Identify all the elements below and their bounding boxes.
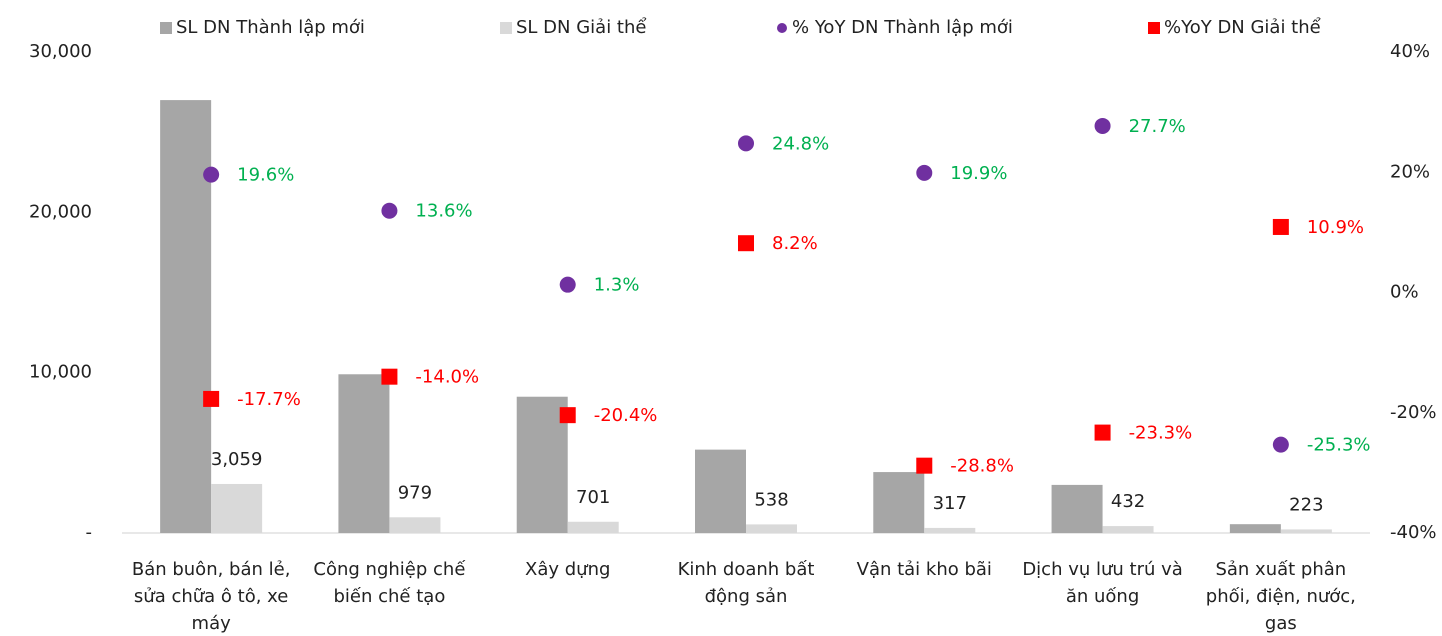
point [916, 164, 933, 181]
data-label: 701 [576, 487, 610, 508]
legend-swatch [1148, 22, 1160, 34]
bar [1051, 484, 1103, 533]
legend-label: SL DN Giải thể [516, 17, 646, 38]
y2-tick-label: -20% [1390, 402, 1437, 423]
y-tick-label: 20,000 [29, 201, 92, 222]
data-label: 10.9% [1307, 217, 1364, 238]
y2-tick-label: 0% [1390, 282, 1419, 303]
point [381, 202, 398, 219]
x-tick-label: Bán buôn, bán lẻ, sửa chữa ô tô, xe máy [131, 559, 291, 634]
point [203, 390, 220, 407]
data-label: -28.8% [950, 456, 1014, 477]
data-label: 3,059 [211, 449, 263, 470]
data-label: -14.0% [415, 367, 479, 388]
x-tick-label: Xây dựng [525, 559, 611, 580]
x-tick-label: Sản xuất phân phối, điện, nước, gas [1205, 559, 1356, 634]
legend-swatch [160, 22, 172, 34]
x-tick-label: Công nghiệp chế biến chế tạo [313, 559, 466, 607]
data-label: 538 [754, 489, 788, 510]
legend-label: SL DN Thành lập mới [176, 17, 365, 38]
y2-tick-label: 20% [1390, 161, 1430, 182]
data-label: 19.9% [950, 163, 1007, 184]
data-label: 979 [398, 482, 432, 503]
data-label: 8.2% [772, 233, 818, 254]
bar [1229, 524, 1281, 533]
data-label: 13.6% [415, 201, 472, 222]
point [916, 457, 933, 474]
x-tick-label: Kinh doanh bất động sản [677, 559, 815, 607]
data-label: -17.7% [237, 389, 301, 410]
point [381, 368, 398, 385]
x-tick-label: Vận tải kho bãi [856, 559, 992, 580]
legend-swatch [500, 22, 512, 34]
data-label: 24.8% [772, 133, 829, 154]
bar [160, 100, 212, 533]
bar [1102, 526, 1154, 533]
bar [924, 527, 976, 533]
bar [389, 517, 441, 533]
data-label: -20.4% [594, 405, 658, 426]
y-tick-label: 30,000 [29, 41, 92, 62]
point [738, 235, 754, 252]
bar [746, 524, 797, 533]
bar [1280, 529, 1332, 533]
data-label: 27.7% [1129, 116, 1186, 137]
point [1094, 424, 1111, 441]
x-tick-label: Dịch vụ lưu trú và ăn uống [1022, 559, 1183, 607]
y-tick-label: - [86, 522, 93, 543]
bar [338, 374, 390, 533]
point [738, 135, 754, 152]
point [1272, 218, 1289, 235]
data-label: 19.6% [237, 165, 294, 186]
point [1272, 436, 1289, 453]
point [1094, 117, 1111, 134]
y2-tick-label: -40% [1390, 522, 1437, 543]
data-label: -23.3% [1129, 423, 1193, 444]
bar [567, 521, 619, 533]
point [559, 407, 576, 424]
legend-label: % YoY DN Thành lập mới [792, 17, 1013, 38]
data-label: -25.3% [1307, 435, 1371, 456]
data-label: 317 [933, 493, 967, 514]
bar [516, 396, 568, 533]
legend-label: %YoY DN Giải thể [1164, 17, 1321, 38]
point [559, 276, 576, 293]
bar [211, 483, 263, 533]
legend-swatch [777, 23, 787, 33]
data-label: 1.3% [594, 275, 640, 296]
data-label: 432 [1111, 491, 1145, 512]
point [203, 166, 220, 183]
bar [695, 449, 746, 533]
y2-tick-label: 40% [1390, 41, 1430, 62]
data-label: 223 [1289, 494, 1323, 515]
bar [873, 472, 925, 533]
y-tick-label: 10,000 [29, 362, 92, 383]
